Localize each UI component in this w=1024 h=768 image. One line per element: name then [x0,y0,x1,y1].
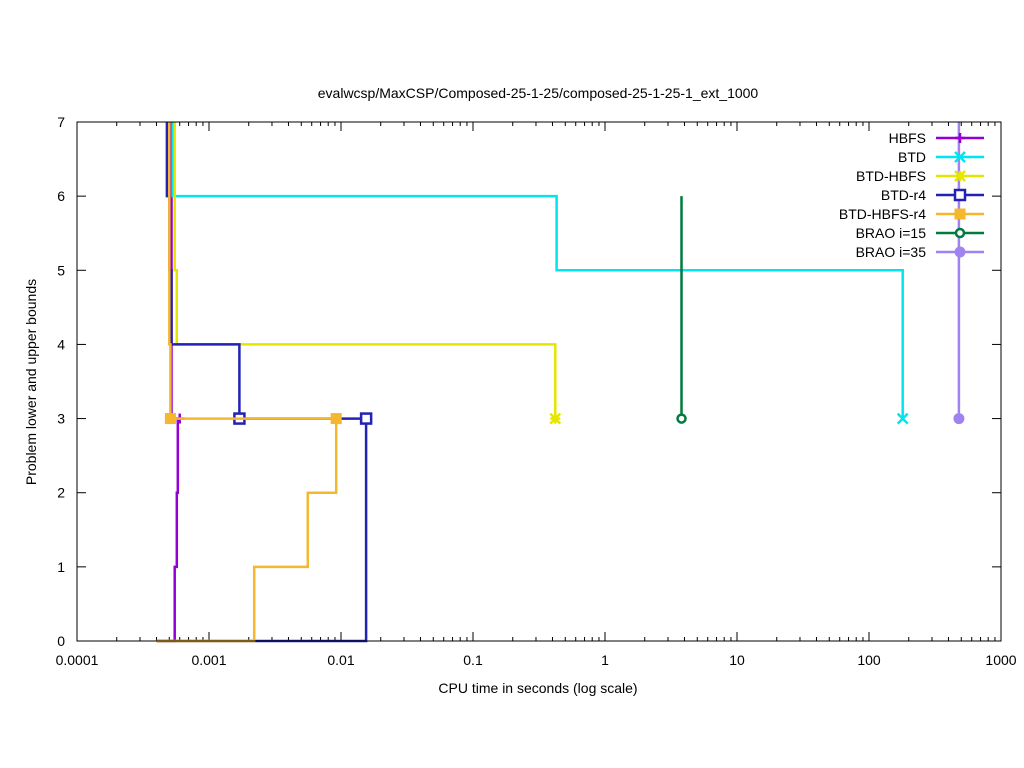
marker-shape [953,188,967,202]
legend-entry-btd-hbfs-r4: BTD-HBFS-r4 [839,206,984,222]
x-tick-label: 10 [729,652,745,668]
marker-shape [953,413,965,425]
y-tick-label: 2 [57,485,65,501]
series-btd-hbfs-r4-marker [330,413,342,425]
legend-marker [953,188,967,202]
marker-shape [164,413,176,425]
marker-stroke [896,412,909,425]
marker-shape [954,246,966,258]
legend-marker [954,151,966,163]
x-tick-label: 0.001 [191,652,226,668]
series-brao-i-15 [676,196,687,424]
legend-label: BTD [898,149,926,165]
marker-stroke [549,412,562,425]
series-btd-r4-upper-line [165,122,367,420]
x-tick-label: 1000 [985,652,1016,668]
chart-title: evalwcsp/MaxCSP/Composed-25-1-25/compose… [318,85,759,101]
legend-marker [954,170,966,182]
series-btd-hbfs-upper-line [173,122,557,419]
marker-shape [676,413,687,424]
series-btd-hbfs-r4-marker [164,413,176,425]
x-axis-label: CPU time in seconds (log scale) [438,680,637,696]
marker-stroke [954,151,966,163]
plot-area [156,122,965,643]
marker-shape [954,227,966,239]
marker-shape [954,208,966,220]
legend-entry-btd-hbfs: BTD-HBFS [856,168,984,184]
legend: HBFS BTD BTD-HBFS BTD-r4 BTD-HBFS-r4 BRAO i=1… [839,130,984,260]
series-btd-hbfs-marker [549,412,562,425]
series-btd [171,122,909,425]
legend-label: HBFS [889,130,926,146]
series-btd-r4 [156,122,373,643]
series-btd-hbfs [173,122,562,425]
legend-entry-brao-i-35: BRAO i=35 [856,244,984,260]
series-btd-upper-line [171,122,904,419]
series-hbfs-lower-line [156,417,180,643]
series-brao-i-35 [953,122,965,425]
series-brao-i-15-marker [676,413,687,424]
legend-entry-btd: BTD [898,149,984,165]
x-tick-label: 1 [601,652,609,668]
legend-entry-btd-r4: BTD-r4 [881,187,984,203]
series-btd-marker [896,412,909,425]
x-tick-label: 0.1 [463,652,483,668]
legend-marker [955,133,965,143]
series-btd-hbfs-r4-lower-line [156,418,338,643]
x-tick-label: 100 [857,652,881,668]
x-tick-label: 0.0001 [56,652,99,668]
marker-shape [330,413,342,425]
legend-label: BRAO i=15 [856,225,927,241]
legend-label: BTD-HBFS [856,168,926,184]
y-tick-label: 3 [57,411,65,427]
legend-label: BRAO i=35 [856,244,927,260]
legend-entry-hbfs: HBFS [889,130,984,146]
series-brao-i-35-marker [953,413,965,425]
series-btd-r4-lower-line [156,418,368,643]
marker-stroke [954,170,966,182]
legend-marker [954,246,966,258]
x-tick-label: 0.01 [327,652,354,668]
legend-entry-brao-i-15: BRAO i=15 [856,225,984,241]
y-tick-label: 1 [57,559,65,575]
series-btd-hbfs-r4 [156,122,342,643]
marker-shape [359,412,373,425]
y-tick-label: 4 [57,336,65,352]
y-tick-label: 6 [57,188,65,204]
legend-marker [954,208,966,220]
series-btd-hbfs-r4-upper-line [168,122,337,420]
legend-marker [954,227,966,239]
legend-label: BTD-HBFS-r4 [839,206,926,222]
y-axis-label: Problem lower and upper bounds [23,279,39,485]
series-btd-r4-marker [359,412,373,425]
y-tick-label: 0 [57,633,65,649]
y-tick-label: 5 [57,262,65,278]
plot-frame [76,121,1002,642]
y-tick-label: 7 [57,114,65,130]
legend-label: BTD-r4 [881,187,926,203]
